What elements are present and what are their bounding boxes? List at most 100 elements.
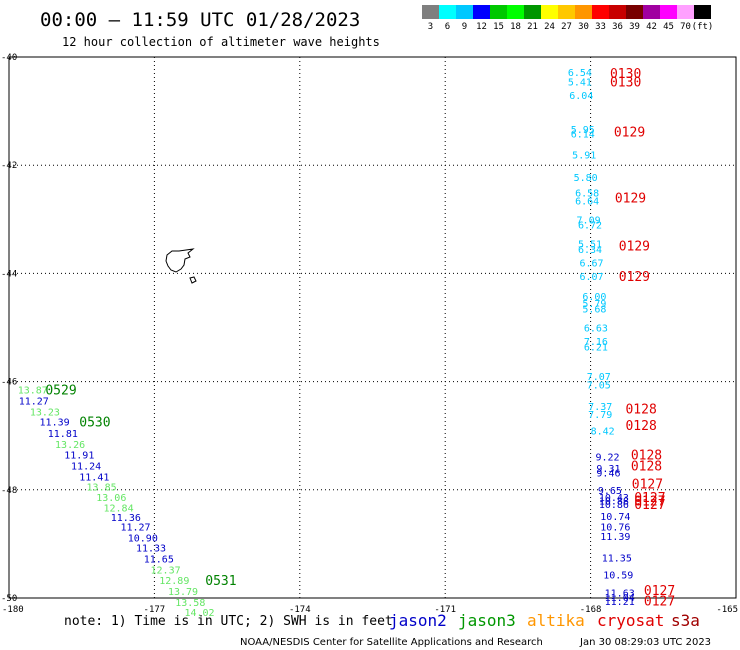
- chart-title: 00:00 – 11:59 UTC 01/28/2023: [40, 9, 360, 31]
- swh-points: 6.545.41 6.04 5.956.14 5.91 5.80 6.586.64 7.09…: [18, 68, 635, 619]
- colorbar-label: 70: [680, 22, 691, 32]
- colorbar-swatch: [507, 5, 524, 19]
- legend-s3a: s3a: [671, 611, 700, 630]
- colorbar-swatch: [660, 5, 677, 19]
- legend-jason2: jason2: [389, 611, 447, 630]
- x-tick-label: -177: [144, 605, 166, 615]
- swh-value: 6.07: [579, 272, 603, 283]
- colorbar-swatch: [592, 5, 609, 19]
- swh-value: 14.02: [184, 608, 214, 619]
- time-label: 0130: [610, 67, 641, 82]
- colorbar-label: 12: [476, 22, 487, 32]
- swh-value: 9.31: [596, 464, 620, 475]
- swh-value: 12.37: [151, 565, 181, 576]
- credit-left: NOAA/NESDIS Center for Satellite Applica…: [240, 637, 543, 648]
- y-tick-label: -46: [1, 378, 17, 388]
- swh-value: 7.09: [577, 215, 601, 226]
- colorbar: 3 6 9 12 15 18 21 24 27 30 33 36 39 42 45 70 (ft): [422, 5, 713, 32]
- footnote: note: 1) Time is in UTC; 2) SWH is in fe…: [64, 614, 393, 629]
- colorbar-swatch: [473, 5, 490, 19]
- time-label: 0530: [79, 416, 110, 431]
- swh-value: 10.76: [600, 523, 630, 534]
- x-tick-label: -180: [2, 605, 24, 615]
- swh-value: 8.42: [591, 426, 615, 437]
- colorbar-label: 6: [445, 22, 450, 32]
- swh-value: 6.34: [578, 245, 602, 256]
- swh-value: 7.79: [588, 410, 612, 421]
- swh-value: 6.04: [569, 91, 593, 102]
- colorbar-swatch: [558, 5, 575, 19]
- swh-value: 11.39: [40, 418, 70, 429]
- time-label: 0529: [45, 384, 76, 399]
- colorbar-label: 42: [646, 22, 657, 32]
- swh-value: 9.65: [598, 486, 622, 497]
- swh-value: 11.36: [111, 513, 141, 524]
- colorbar-swatch: [439, 5, 456, 19]
- time-label: 0129: [614, 126, 645, 141]
- swh-value: 13.85: [87, 483, 117, 494]
- swh-value: 13.79: [168, 587, 198, 598]
- swh-value: 6.58: [575, 188, 599, 199]
- y-tick-label: -44: [1, 269, 17, 279]
- colorbar-swatch: [643, 5, 660, 19]
- swh-value: 9.22: [595, 452, 619, 463]
- x-tick-label: -171: [434, 605, 456, 615]
- colorbar-swatch: [456, 5, 473, 19]
- swh-value: 6.14: [571, 129, 595, 140]
- legend-jason3: jason3: [458, 611, 516, 630]
- y-tick-label: -50: [1, 594, 17, 604]
- legend-cryosat: cryosat: [597, 611, 664, 630]
- x-tick-label: -165: [716, 605, 738, 615]
- colorbar-swatch: [524, 5, 541, 19]
- swh-value: 11.65: [144, 555, 174, 566]
- time-label: 0127: [634, 495, 665, 510]
- colorbar-swatch: [626, 5, 643, 19]
- y-tick-label: -40: [1, 53, 17, 63]
- time-label: 0128: [631, 449, 662, 464]
- swh-value: 11.21: [605, 597, 635, 608]
- swh-value: 10.86: [599, 500, 629, 511]
- island-outline: [165, 248, 197, 284]
- swh-value: 5.68: [582, 305, 606, 316]
- swh-value: 6.00: [582, 292, 606, 303]
- colorbar-swatch: [422, 5, 439, 19]
- y-tick-label: -48: [1, 486, 17, 496]
- swh-value: 6.67: [579, 259, 603, 270]
- colorbar-label: 45: [663, 22, 674, 32]
- plot-frame: [8, 56, 737, 599]
- x-tick-labels: -180 -177 -174 -171 -168 -165: [2, 605, 738, 615]
- colorbar-swatch: [575, 5, 592, 19]
- swh-value: 5.79: [582, 299, 606, 310]
- swh-value: 7.05: [587, 380, 611, 391]
- swh-value: 11.27: [19, 397, 49, 408]
- swh-value: 7.07: [587, 372, 611, 383]
- colorbar-swatch: [677, 5, 694, 19]
- swh-value: 11.04: [605, 593, 635, 604]
- legend-altika: altika: [527, 611, 585, 630]
- chart-subtitle: 12 hour collection of altimeter wave hei…: [62, 35, 380, 49]
- time-label: 0128: [631, 459, 662, 474]
- time-label: 0129: [615, 192, 646, 207]
- y-tick-label: -42: [1, 161, 17, 171]
- colorbar-label: 15: [493, 22, 504, 32]
- colorbar-label: 3: [428, 22, 433, 32]
- time-label: 0127: [634, 491, 665, 506]
- swh-value: 10.90: [128, 533, 158, 544]
- swh-value: 10.88: [599, 497, 629, 508]
- x-tick-label: -168: [580, 605, 602, 615]
- swh-value: 7.37: [588, 402, 612, 413]
- swh-value: 5.91: [572, 150, 596, 161]
- time-labels: 0130013001290129012901290128012801280128…: [45, 67, 675, 609]
- swh-value: 11.91: [64, 451, 94, 462]
- colorbar-label: 30: [578, 22, 589, 32]
- swh-value: 10.59: [603, 571, 633, 582]
- swh-value: 11.27: [120, 523, 150, 534]
- swh-value: 13.58: [175, 598, 205, 609]
- colorbar-label: 33: [595, 22, 606, 32]
- swh-value: 5.51: [578, 240, 602, 251]
- swh-value: 12.84: [104, 504, 134, 515]
- credit-right: Jan 30 08:29:03 UTC 2023: [579, 637, 711, 648]
- swh-value: 7.16: [584, 337, 608, 348]
- swh-value: 11.39: [600, 532, 630, 543]
